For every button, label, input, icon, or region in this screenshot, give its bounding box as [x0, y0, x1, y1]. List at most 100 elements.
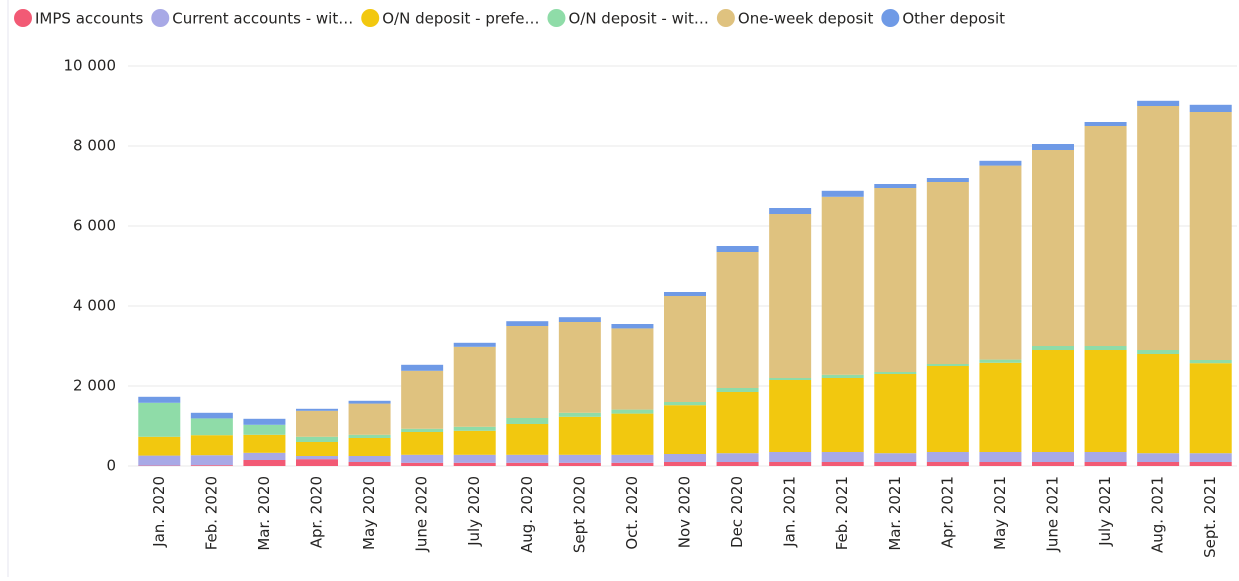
bar-segment: [717, 388, 759, 392]
bar-segment: [979, 166, 1021, 360]
bar-segment: [927, 366, 969, 452]
bar-segment: [1190, 363, 1232, 453]
bar-segment: [1032, 346, 1074, 350]
bar-segment: [1137, 453, 1179, 462]
bar-segment: [191, 435, 233, 455]
bar-segment: [506, 455, 548, 463]
bar-segment: [769, 452, 811, 462]
bar-segment: [874, 372, 916, 374]
legend-swatch: [151, 9, 169, 27]
x-tick-label: Nov 2020: [676, 476, 694, 548]
legend-swatch: [881, 9, 899, 27]
bar-segment: [664, 292, 706, 296]
bar-segment: [454, 343, 496, 347]
bar-segment: [717, 252, 759, 388]
bar-segment: [243, 435, 285, 453]
y-tick-label: 4 000: [73, 297, 116, 315]
bar-segment: [611, 324, 653, 328]
bar-segment: [1032, 452, 1074, 462]
x-tick-label: Apr. 2020: [308, 476, 326, 548]
bar-segment: [401, 365, 443, 371]
bar-segment: [611, 328, 653, 409]
bar-segment: [243, 460, 285, 466]
bar-segment: [559, 463, 601, 466]
legend-swatch: [14, 9, 32, 27]
bar-segment: [979, 360, 1021, 363]
bar-segment: [769, 380, 811, 452]
legend-swatch: [361, 9, 379, 27]
bar-segment: [1032, 144, 1074, 150]
x-tick-label: Dec 2020: [728, 476, 746, 548]
bar-segment: [296, 411, 338, 437]
bar-segment: [979, 363, 1021, 452]
bar-segment: [1032, 150, 1074, 346]
bar-segment: [1085, 126, 1127, 346]
bar-segment: [296, 437, 338, 442]
bar-segment: [296, 409, 338, 411]
bar-segment: [822, 452, 864, 462]
bar-segment: [506, 463, 548, 466]
bar-segment: [874, 462, 916, 466]
bar-segment: [874, 188, 916, 372]
bar-segment: [191, 465, 233, 466]
bar-segment: [611, 414, 653, 455]
x-tick-label: June 2021: [1044, 476, 1062, 553]
x-tick-label: Feb. 2020: [202, 476, 220, 550]
bar-segment: [506, 326, 548, 418]
bar-segment: [349, 438, 391, 456]
x-tick-label: Apr. 2021: [938, 476, 956, 548]
x-tick-label: Mar. 2021: [886, 476, 904, 551]
bar-segment: [454, 463, 496, 466]
bar-segment: [1137, 101, 1179, 106]
bar-segment: [717, 246, 759, 252]
bar-segment: [664, 402, 706, 405]
bar-segment: [927, 452, 969, 462]
x-tick-label: May 2021: [991, 476, 1009, 550]
x-tick-label: June 2020: [413, 476, 431, 553]
y-tick-label: 6 000: [73, 217, 116, 235]
bar-segment: [349, 404, 391, 435]
bar-segment: [349, 456, 391, 462]
bar-segment: [1190, 105, 1232, 112]
bar-segment: [243, 453, 285, 460]
x-tick-label: July 2021: [1096, 476, 1114, 547]
bar-segment: [1085, 350, 1127, 452]
legend-label: O/N deposit - prefe…: [382, 10, 539, 28]
bar-segment: [454, 431, 496, 455]
bar-segment: [1137, 350, 1179, 354]
bar-segment: [296, 442, 338, 456]
bar-segment: [138, 456, 180, 466]
bar-segment: [559, 455, 601, 463]
bar-segment: [611, 463, 653, 466]
bar-segment: [559, 417, 601, 455]
x-tick-label: Sept 2020: [570, 476, 588, 553]
bar-segment: [769, 214, 811, 378]
x-tick-label: Oct. 2020: [623, 476, 641, 550]
x-tick-label: May 2020: [360, 476, 378, 550]
x-tick-label: Feb. 2021: [833, 476, 851, 550]
bar-segment: [138, 403, 180, 437]
bar-segment: [822, 462, 864, 466]
bar-segment: [1085, 346, 1127, 350]
bar-segment: [769, 378, 811, 380]
y-tick-label: 10 000: [64, 57, 117, 75]
y-tick-label: 8 000: [73, 137, 116, 155]
bar-segment: [401, 371, 443, 429]
bar-segment: [822, 378, 864, 452]
bar-segment: [349, 462, 391, 466]
legend-label: Current accounts - wit…: [172, 10, 353, 28]
bar-segment: [506, 424, 548, 455]
bar-segment: [454, 455, 496, 463]
bar-segment: [822, 197, 864, 375]
bar-segment: [822, 375, 864, 378]
bar-segment: [138, 437, 180, 456]
x-tick-label: Aug. 2020: [518, 476, 536, 553]
bar-segment: [191, 418, 233, 435]
bar-segment: [1137, 106, 1179, 350]
bar-segment: [822, 191, 864, 197]
bar-segment: [874, 184, 916, 188]
bar-segment: [1032, 462, 1074, 466]
bar-segment: [506, 418, 548, 424]
bar-segment: [1190, 453, 1232, 462]
bar-segment: [874, 374, 916, 453]
